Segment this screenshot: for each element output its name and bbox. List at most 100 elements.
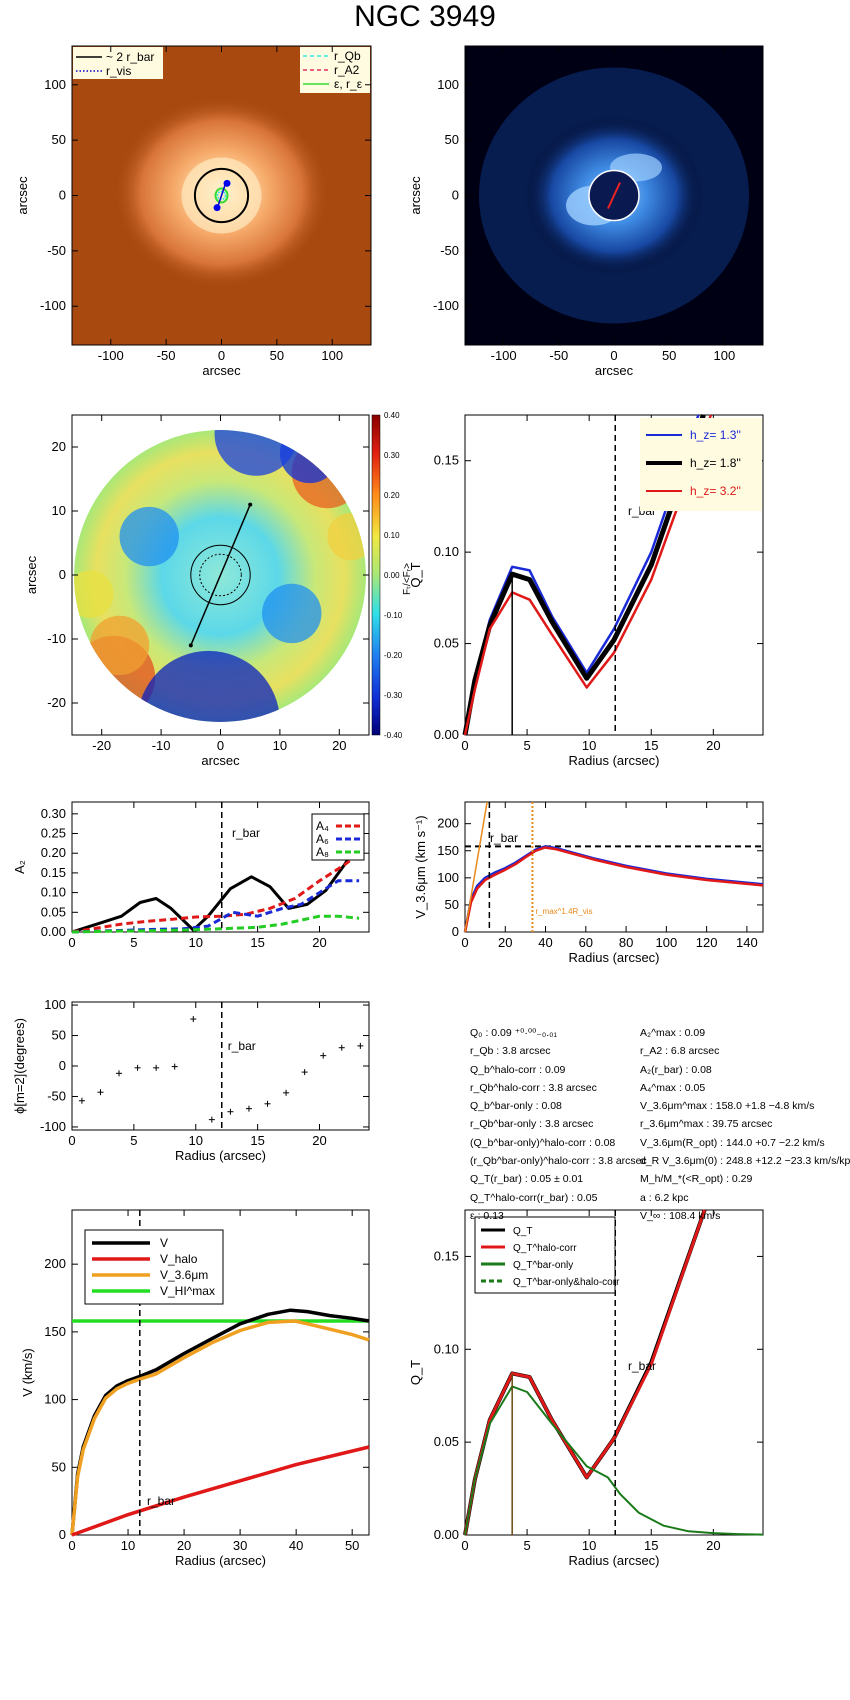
panel5-series: r_bar [71,802,361,934]
rbar-label: r_bar [490,831,518,845]
series-line [71,914,360,934]
panel5-axes: 0 5 10 15 20 0.00 0.05 0.10 0.15 0.20 0.25 0.30 A₂ [12,801,370,950]
stat-line: d_R V_3.6μm(0) : 248.8 +12.2 −23.3 km/s/… [640,1155,850,1168]
panel6-frame [464,801,764,933]
x-axis-label: Radius (arcsec) [568,950,659,965]
y-tick-label: 0.00 [434,1527,459,1542]
x-tick-label: 5 [130,935,137,950]
y-tick-label: 0.00 [434,727,459,742]
legend-label: ε, r_ε [334,77,363,91]
panel4-axes: 0 5 10 15 20 0.00 0.05 0.10 0.15 Radius (arcsec) Q… [408,414,764,768]
data-point [301,1069,308,1076]
y-axis-label: Q_T [408,1360,423,1385]
x-axis-label: arcsec [202,363,241,378]
panel3-axes: -20 -10 0 10 20 -20 -10 0 10 20 arcsec arcsec [24,414,370,768]
residual-bar-axis [607,182,621,209]
series-line [70,1308,370,1536]
panel9-frame [464,1209,764,1536]
y-tick-label: 0.05 [41,904,66,919]
x-tick-label: 50 [345,1538,359,1553]
legend-label: h_z= 1.8'' [690,456,741,470]
x-tick-label: 10 [582,1538,596,1553]
stat-line: M_h/M_*(<R_opt) : 0.29 [640,1173,753,1186]
panel9-legend: Q_T Q_T^halo-corr Q_T^bar-only Q_T^bar-only… [474,1216,620,1294]
panel4-legend: h_z= 1.3'' h_z= 1.8'' h_z= 3.2'' [640,418,762,511]
x-tick-label: -100 [491,348,517,363]
y-tick-label: -10 [47,631,66,646]
y-axis-label: arcsec [24,555,39,594]
stat-line: (r_Qb^bar-only)^halo-corr : 3.8 arcsec [470,1155,647,1168]
y-tick-label: -100 [433,298,459,313]
stat-line: r_3.6μm^max : 39.75 arcsec [640,1118,773,1131]
y-tick-label: 0.10 [41,885,66,900]
x-tick-label: 0 [68,935,75,950]
x-tick-label: 0 [461,738,468,753]
data-point [171,1063,178,1070]
x-tick-label: 0 [218,348,225,363]
data-point [264,1100,271,1107]
x-tick-label: -50 [157,348,176,363]
y-tick-label: 50 [52,1028,66,1043]
y-tick-label: 0.00 [41,924,66,939]
y-tick-label: 0.15 [41,865,66,880]
x-tick-label: 20 [706,1538,720,1553]
legend-label: Q_T^bar-only [513,1260,573,1271]
x-tick-label: 0 [610,348,617,363]
y-tick-label: 50 [445,897,459,912]
series-line [71,1445,370,1537]
y-tick-label: 100 [437,870,459,885]
rbar-label: r_bar [228,1039,256,1053]
series-line [464,1385,764,1536]
x-tick-label: 5 [523,1538,530,1553]
panel1-image [72,46,371,345]
x-tick-label: 60 [579,935,593,950]
x-tick-label: 80 [619,935,633,950]
legend-label: V_3.6μm [160,1268,208,1282]
y-tick-label: 0.20 [41,845,66,860]
y-tick-label: 50 [445,132,459,147]
y-axis-label: ϕ[m=2](degrees) [12,1018,27,1114]
legend-label: h_z= 3.2'' [690,484,741,498]
data-point [190,1016,197,1023]
legend-box-left [73,47,163,79]
x-tick-label: 15 [644,738,658,753]
heatmap-cell [327,512,366,561]
heatmap-circle [190,544,251,606]
panel1-axes: -100 -50 0 50 100 -100 -50 0 50 100 arcsec arcsec [15,45,372,378]
x-tick-label: 30 [233,1538,247,1553]
x-tick-label: 5 [523,738,530,753]
y-tick-label: 0.15 [434,1248,459,1263]
panel8-axes: 0 10 20 30 40 50 0 50 100 150 200 Radius (arcsec) V … [20,1209,370,1568]
legend-label: A₈ [316,845,329,859]
stat-line: A₂^max : 0.09 [640,1027,706,1039]
stat-line: V_3.6μm^max : 158.0 +1.8 −4.8 km/s [640,1100,815,1113]
heatmap-bar-end [248,502,253,507]
legend-label: h_z= 1.3'' [690,428,741,442]
colorbar-tick-label: 0.20 [384,491,400,500]
stat-line: Q_b^bar-only : 0.08 [470,1100,562,1113]
heatmap-circle-dotted [199,553,242,597]
panel5-frame [71,801,370,933]
legend-label: A₆ [316,832,329,846]
y-axis-label: V_3.6μm (km s⁻¹) [413,815,428,918]
y-tick-label: 0 [452,188,459,203]
x-tick-label: 20 [332,738,346,753]
x-tick-label: 140 [736,935,758,950]
y-tick-label: -50 [47,1088,66,1103]
colorbar-tick-label: 0.00 [384,571,400,580]
data-point [338,1044,345,1051]
legend-label: V_HI^max [160,1284,215,1298]
data-point [116,1070,123,1077]
heatmap-cell [214,430,298,476]
x-axis-label: arcsec [201,753,240,768]
x-tick-label: 100 [655,935,677,950]
y-tick-label: 200 [44,1256,66,1271]
panel2-axes: -100 -50 0 50 100 -100 -50 0 50 100 arcsec arcsec [408,45,764,378]
stat-line: Q₀ : 0.09 ⁺⁰·⁰⁰₋₀.₀₁ [470,1027,558,1039]
y-tick-label: 20 [52,439,66,454]
panel6-series: r_bar r_max^1.4R_vis [463,801,764,933]
data-point [134,1064,141,1071]
